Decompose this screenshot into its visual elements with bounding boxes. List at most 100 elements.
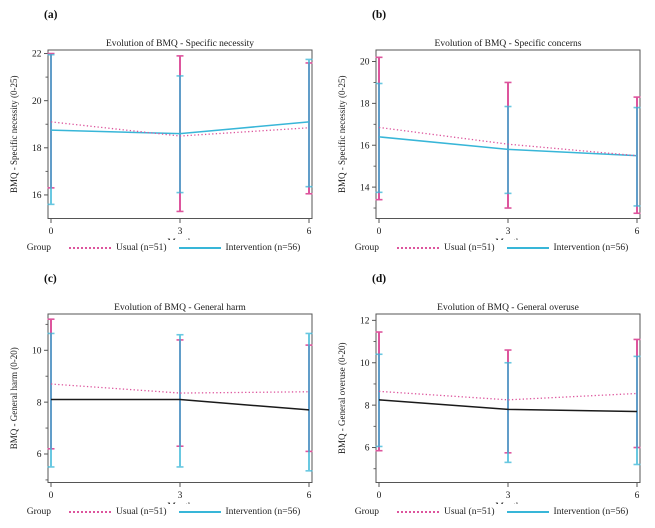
x-tick-label: 6: [307, 491, 312, 501]
intervention-solid-line-swatch: [506, 247, 549, 249]
y-tick-label: 16: [32, 191, 42, 201]
legend-entry-intervention: Intervention (n=56): [506, 243, 629, 253]
legend-entry-usual: Usual (n=51): [69, 507, 167, 517]
chart-title: Evolution of BMQ - General harm: [114, 302, 246, 313]
y-tick-label: 18: [360, 100, 370, 110]
y-tick-label: 6: [365, 444, 370, 454]
x-tick-label: 0: [49, 227, 54, 237]
panel-label-b: (b): [372, 9, 387, 21]
x-axis: 0 3 6: [49, 218, 312, 237]
x-axis: 0 3 6: [49, 482, 312, 501]
legend: Group Usual (n=51) Intervention (n=56): [328, 243, 655, 253]
chart-title: Evolution of BMQ - Specific concerns: [435, 38, 582, 49]
legend: Group Usual (n=51) Intervention (n=56): [0, 243, 327, 253]
panel-d: (d) Evolution of BMQ - General overuse 6 8…: [328, 264, 655, 528]
legend-title: Group: [26, 507, 52, 517]
x-tick-label: 3: [506, 491, 511, 501]
x-tick-label: 3: [506, 227, 511, 237]
y-tick-label: 18: [32, 144, 42, 154]
legend-label-intervention: Intervention (n=56): [225, 243, 301, 253]
legend-entry-usual: Usual (n=51): [69, 243, 167, 253]
x-tick-label: 0: [49, 491, 54, 501]
y-axis: 14 16 18 20: [360, 58, 376, 209]
legend-label-usual: Usual (n=51): [444, 243, 495, 253]
panel-c: (c) Evolution of BMQ - General harm 6 8 10 B…: [0, 264, 327, 528]
x-axis-label: Month: [167, 238, 193, 240]
chart-general-overuse: Evolution of BMQ - General overuse 6 8 10 12…: [337, 302, 641, 504]
chart-title: Evolution of BMQ - General overuse: [437, 302, 579, 313]
x-tick-label: 6: [635, 227, 640, 237]
intervention-line: [51, 398, 310, 411]
usual-line: [50, 121, 310, 137]
legend-entry-usual: Usual (n=51): [397, 243, 495, 253]
panel-a: (a) Evolution of BMQ - Specific necessit…: [0, 0, 327, 264]
y-axis: 16 18 20 22: [32, 50, 48, 201]
intervention-line: [50, 121, 310, 135]
legend-label-usual: Usual (n=51): [116, 507, 167, 517]
x-axis-label: Month: [167, 502, 193, 504]
usual-dotted-line-swatch: [397, 247, 440, 249]
legend-title: Group: [354, 243, 380, 253]
y-tick-label: 14: [360, 183, 370, 193]
usual-dotted-line-swatch: [69, 247, 112, 249]
panel-label-d: (d): [372, 273, 387, 285]
y-tick-label: 8: [365, 401, 370, 411]
legend-entry-intervention: Intervention (n=56): [178, 243, 301, 253]
y-tick-label: 10: [360, 359, 370, 369]
legend-title: Group: [354, 507, 380, 517]
y-axis: 6 8 10: [32, 323, 48, 481]
x-axis: 0 3 6: [377, 218, 640, 237]
chart-title: Evolution of BMQ - Specific necessity: [106, 38, 254, 49]
x-tick-label: 3: [178, 491, 183, 501]
intervention-solid-line-swatch: [506, 511, 549, 513]
y-tick-label: 6: [37, 450, 42, 460]
y-tick-label: 16: [360, 141, 370, 151]
chart-specific-concerns: Evolution of BMQ - Specific concerns 14 16…: [337, 38, 641, 240]
intervention-line: [378, 136, 638, 157]
y-axis-label: BMQ - Specific necessity (0-25): [9, 76, 19, 193]
legend-entry-usual: Usual (n=51): [397, 507, 495, 517]
y-axis: 6 8 10 12: [360, 317, 376, 470]
panel-label-c: (c): [44, 273, 57, 285]
y-tick-label: 8: [37, 398, 42, 408]
intervention-errorbars: [47, 53, 313, 206]
x-tick-label: 0: [377, 491, 382, 501]
chart-general-harm: Evolution of BMQ - General harm 6 8 10 BMQ -…: [9, 302, 313, 504]
legend-entry-intervention: Intervention (n=56): [178, 507, 301, 517]
chart-specific-necessity: Evolution of BMQ - Specific necessity161…: [9, 38, 313, 240]
intervention-solid-line-swatch: [178, 511, 221, 513]
y-tick-label: 20: [360, 58, 370, 68]
legend-entry-intervention: Intervention (n=56): [506, 507, 629, 517]
panel-b: (b) Evolution of BMQ - Specific concerns…: [328, 0, 655, 264]
x-tick-label: 0: [377, 227, 382, 237]
usual-dotted-line-swatch: [397, 511, 440, 513]
intervention-line: [378, 399, 638, 413]
usual-line: [378, 126, 638, 157]
intervention-errorbars: [375, 353, 641, 466]
y-tick-label: 10: [32, 346, 42, 356]
panel-label-a: (a): [44, 9, 58, 21]
y-axis-label: BMQ - Specific necessity (0-25): [337, 76, 347, 193]
x-axis-label: Month: [495, 502, 521, 504]
y-tick-label: 12: [360, 317, 370, 327]
intervention-errorbars: [47, 332, 313, 472]
y-tick-label: 22: [32, 50, 42, 60]
y-tick-label: 20: [32, 97, 42, 107]
legend-label-intervention: Intervention (n=56): [553, 243, 629, 253]
y-axis-label: BMQ - General overuse (0-20): [337, 343, 347, 454]
y-axis-label: BMQ - General harm (0-20): [9, 347, 19, 449]
legend-label-intervention: Intervention (n=56): [553, 507, 629, 517]
x-axis: 0 3 6: [377, 482, 640, 501]
legend-label-usual: Usual (n=51): [444, 507, 495, 517]
usual-dotted-line-swatch: [69, 511, 112, 513]
x-tick-label: 6: [635, 491, 640, 501]
legend: Group Usual (n=51) Intervention (n=56): [0, 507, 327, 517]
legend-label-intervention: Intervention (n=56): [225, 507, 301, 517]
legend: Group Usual (n=51) Intervention (n=56): [328, 507, 655, 517]
x-tick-label: 3: [178, 227, 183, 237]
x-tick-label: 6: [307, 227, 312, 237]
legend-title: Group: [26, 243, 52, 253]
intervention-solid-line-swatch: [178, 247, 221, 249]
x-axis-label: Month: [495, 238, 521, 240]
